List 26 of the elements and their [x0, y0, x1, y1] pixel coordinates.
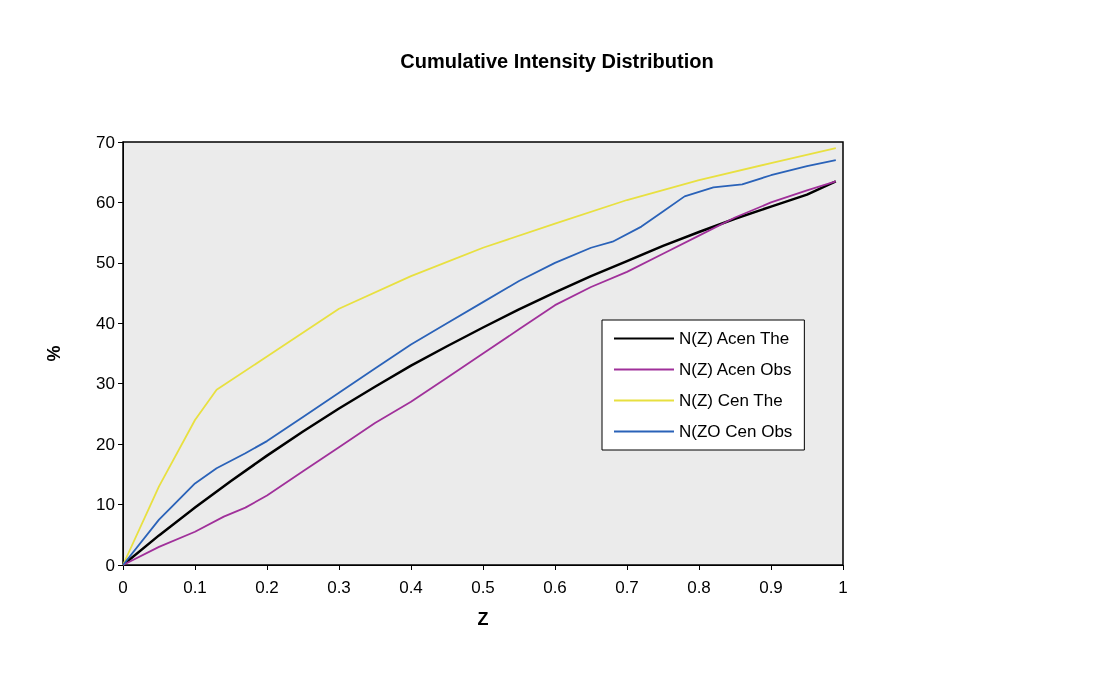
- y-tick-label: 70: [96, 132, 115, 152]
- x-tick-label: 1: [838, 578, 848, 597]
- y-tick-label: 30: [96, 374, 115, 394]
- y-tick-label: 20: [96, 434, 115, 454]
- x-tick-label: 0.9: [759, 578, 783, 597]
- x-axis-title: Z: [477, 609, 489, 629]
- y-tick-label: 0: [105, 555, 115, 575]
- y-axis-title: %: [44, 345, 64, 362]
- legend-label: N(ZO Cen Obs: [679, 422, 793, 441]
- x-tick-label: 0.8: [687, 578, 711, 597]
- x-tick-label: 0.6: [543, 578, 567, 597]
- x-tick-label: 0: [118, 578, 128, 597]
- legend-label: N(Z) Acen Obs: [679, 360, 792, 379]
- legend-label: N(Z) Cen The: [679, 391, 783, 410]
- x-tick-label: 0.5: [471, 578, 495, 597]
- legend-label: N(Z) Acen The: [679, 329, 790, 348]
- y-tick-label: 60: [96, 192, 115, 212]
- x-tick-label: 0.7: [615, 578, 639, 597]
- x-tick-label: 0.4: [399, 578, 423, 597]
- x-tick-label: 0.2: [255, 578, 279, 597]
- x-tick-label: 0.3: [327, 578, 351, 597]
- y-tick-label: 10: [96, 495, 115, 515]
- chart-title: Cumulative Intensity Distribution: [400, 50, 714, 72]
- y-tick-label: 50: [96, 253, 115, 273]
- y-tick-label: 40: [96, 313, 115, 333]
- x-tick-label: 0.1: [183, 578, 207, 597]
